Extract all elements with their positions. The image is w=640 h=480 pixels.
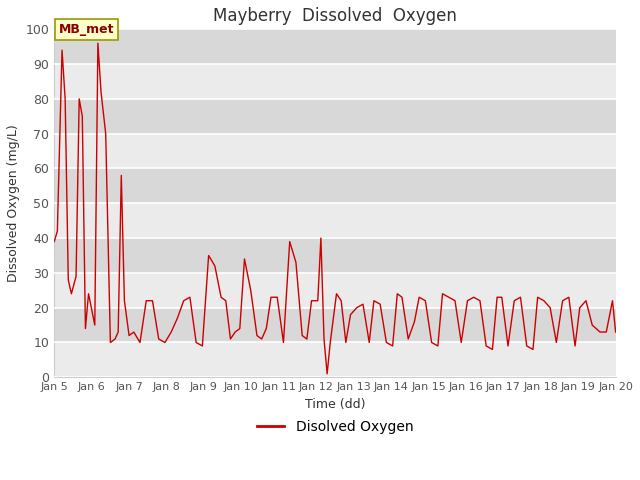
X-axis label: Time (dd): Time (dd) [305,398,365,411]
Legend: Disolved Oxygen: Disolved Oxygen [251,415,419,440]
Bar [54,168,616,203]
Y-axis label: Dissolved Oxygen (mg/L): Dissolved Oxygen (mg/L) [7,124,20,282]
Bar [54,29,616,64]
Bar [54,203,616,238]
Bar [54,342,616,377]
Bar [54,133,616,168]
Bar [54,273,616,308]
Bar [54,308,616,342]
Bar [54,64,616,99]
Text: MB_met: MB_met [59,23,115,36]
Title: Mayberry  Dissolved  Oxygen: Mayberry Dissolved Oxygen [213,7,457,25]
Bar [54,238,616,273]
Bar [54,99,616,133]
